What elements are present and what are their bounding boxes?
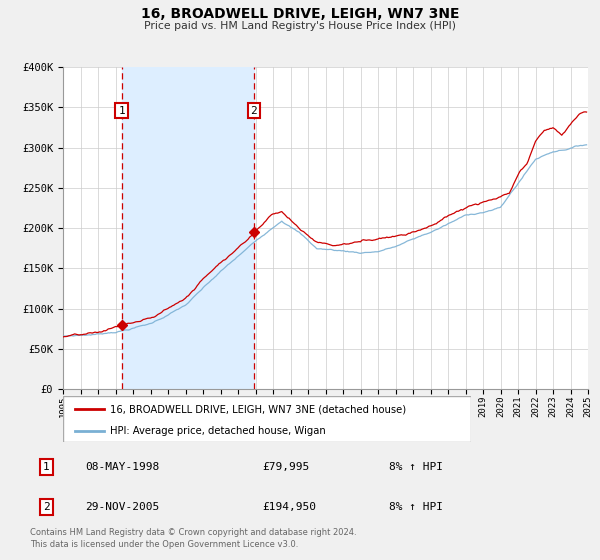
Bar	[122, 67, 254, 389]
Text: 2: 2	[251, 106, 257, 116]
Text: 16, BROADWELL DRIVE, LEIGH, WN7 3NE: 16, BROADWELL DRIVE, LEIGH, WN7 3NE	[141, 7, 459, 21]
Text: 1: 1	[43, 462, 50, 472]
Text: 29-NOV-2005: 29-NOV-2005	[85, 502, 160, 512]
Text: This data is licensed under the Open Government Licence v3.0.: This data is licensed under the Open Gov…	[30, 540, 298, 549]
Text: £194,950: £194,950	[262, 502, 316, 512]
Text: 8% ↑ HPI: 8% ↑ HPI	[389, 462, 443, 472]
Text: £79,995: £79,995	[262, 462, 309, 472]
Text: 16, BROADWELL DRIVE, LEIGH, WN7 3NE (detached house): 16, BROADWELL DRIVE, LEIGH, WN7 3NE (det…	[110, 404, 406, 414]
Text: Price paid vs. HM Land Registry's House Price Index (HPI): Price paid vs. HM Land Registry's House …	[144, 21, 456, 31]
Text: 1: 1	[118, 106, 125, 116]
Text: 8% ↑ HPI: 8% ↑ HPI	[389, 502, 443, 512]
Text: 08-MAY-1998: 08-MAY-1998	[85, 462, 160, 472]
Text: HPI: Average price, detached house, Wigan: HPI: Average price, detached house, Wiga…	[110, 426, 326, 436]
Text: 2: 2	[43, 502, 50, 512]
Text: Contains HM Land Registry data © Crown copyright and database right 2024.: Contains HM Land Registry data © Crown c…	[30, 528, 356, 536]
